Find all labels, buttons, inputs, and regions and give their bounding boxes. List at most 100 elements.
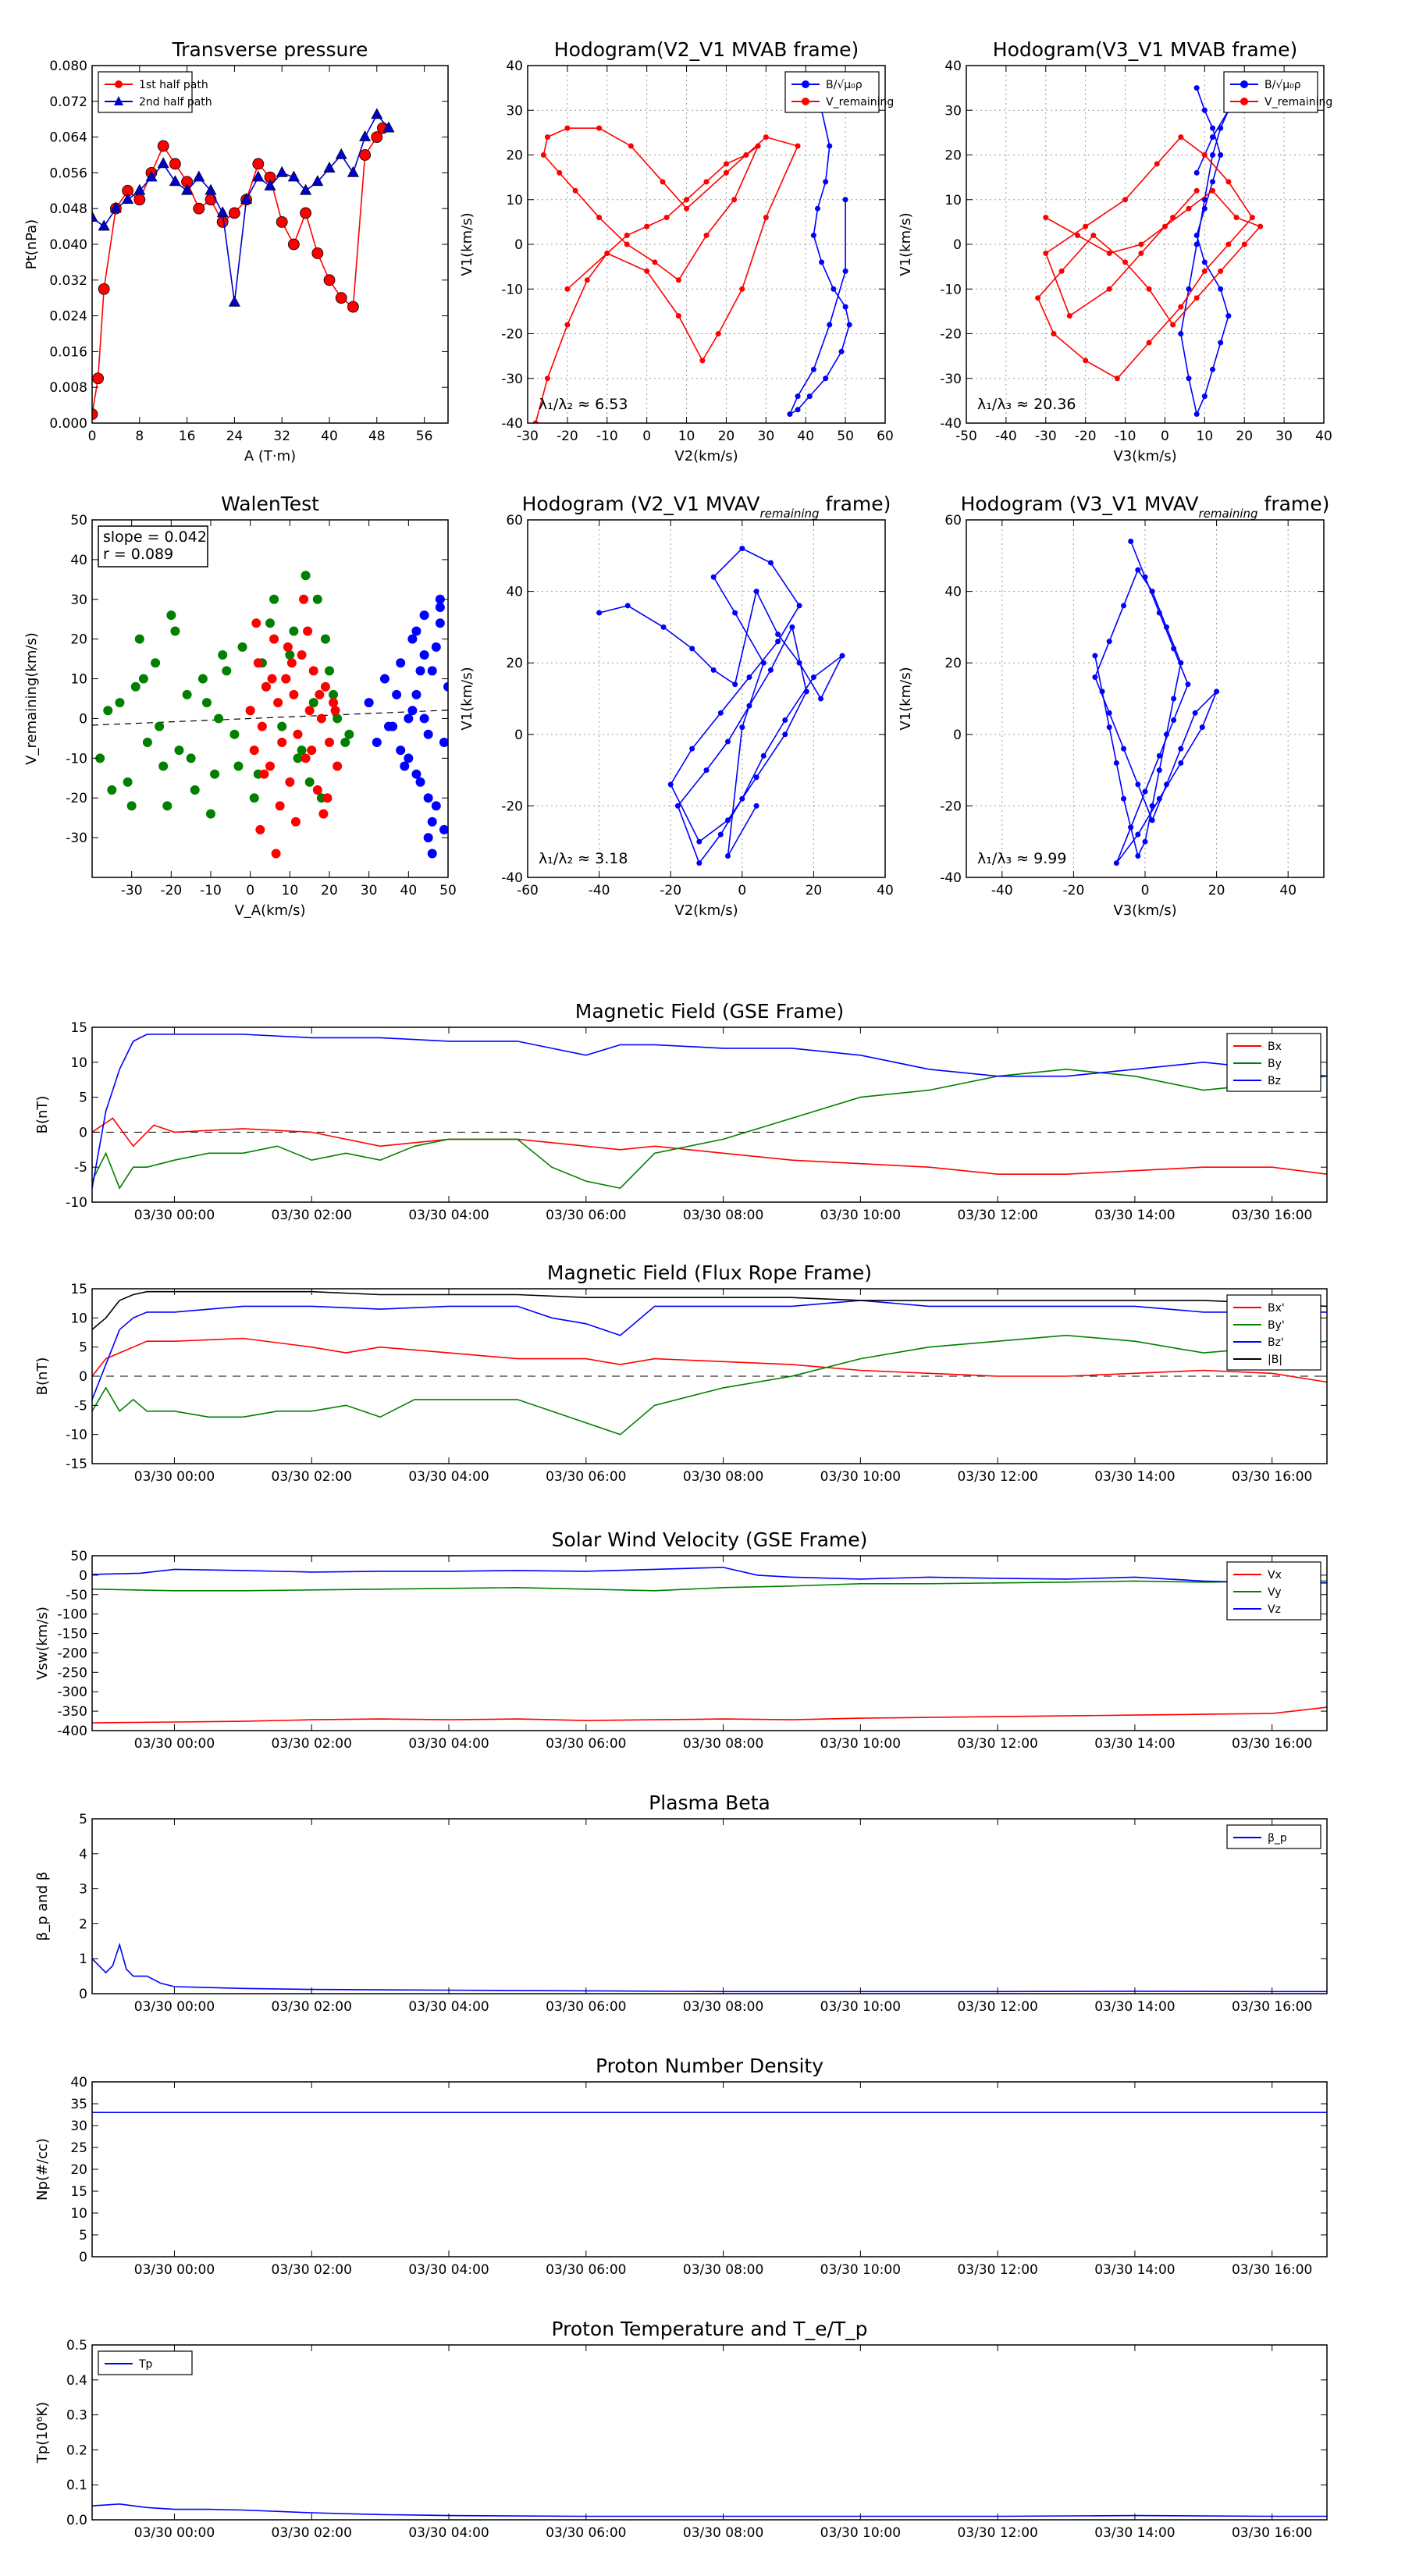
- data-point: [532, 420, 539, 423]
- series-line: [92, 1337, 1327, 1383]
- data-point: [767, 667, 774, 673]
- data-point: [823, 375, 829, 382]
- data-point: [1163, 781, 1169, 788]
- series-v-remaining: [532, 125, 801, 423]
- x-tick-label: 03/30 10:00: [820, 2525, 901, 2541]
- x-tick-label: -20: [557, 429, 578, 444]
- y-tick-label: 20: [506, 656, 523, 671]
- x-axis-label: A (T·m): [244, 448, 296, 464]
- axes-frame: [91, 1555, 1328, 1731]
- eigenvalue-ratio-label: λ₁/λ₂ ≈ 6.53: [539, 396, 628, 413]
- series-line: [92, 1334, 1327, 1436]
- x-tick-label: 03/30 08:00: [683, 1208, 763, 1223]
- data-point: [660, 624, 667, 630]
- data-point: [1128, 824, 1134, 831]
- data-point: [251, 618, 261, 628]
- y-tick-label: -20: [66, 791, 87, 806]
- data-point: [557, 169, 563, 176]
- data-point: [699, 358, 706, 364]
- x-tick-label: 03/30 02:00: [272, 1208, 352, 1223]
- y-tick-label: -40: [940, 870, 962, 886]
- data-point: [249, 793, 259, 803]
- data-point: [304, 777, 315, 787]
- data-point: [411, 769, 422, 779]
- series-tp: [92, 2503, 1327, 2517]
- series-bx: [92, 1117, 1327, 1175]
- data-point: [222, 666, 232, 676]
- data-point: [323, 162, 336, 173]
- data-point: [329, 698, 339, 708]
- data-point: [1201, 259, 1208, 265]
- x-tick-label: 03/30 10:00: [820, 1469, 901, 1485]
- data-point: [269, 634, 279, 644]
- data-point: [1210, 134, 1216, 141]
- series--b-: [92, 1290, 1327, 1330]
- data-point: [155, 721, 165, 731]
- data-point: [660, 179, 666, 185]
- data-point: [166, 610, 176, 621]
- y-axis-label: V_remaining(km/s): [23, 632, 40, 765]
- y-tick-label: 1: [79, 1952, 87, 1967]
- y-tick-label: 0.024: [49, 309, 87, 325]
- y-tick-label: 20: [506, 148, 523, 164]
- data-point: [297, 745, 307, 756]
- y-tick-label: -30: [940, 372, 962, 387]
- y-tick-label: -20: [501, 799, 523, 814]
- x-tick-label: 20: [718, 429, 735, 444]
- data-point: [431, 801, 441, 811]
- data-point: [289, 626, 299, 636]
- data-point: [267, 674, 277, 684]
- data-point: [755, 143, 761, 149]
- fit-line: [91, 710, 449, 726]
- data-point: [190, 785, 200, 795]
- data-point: [427, 666, 437, 676]
- y-tick-label: -250: [57, 1665, 87, 1681]
- data-point: [760, 660, 767, 666]
- x-tick-label: 03/30 10:00: [820, 2262, 901, 2278]
- series-vy: [92, 1580, 1327, 1592]
- data-point: [396, 658, 406, 668]
- data-point: [1178, 760, 1184, 766]
- data-point: [753, 802, 759, 809]
- data-point: [1210, 187, 1216, 194]
- x-tick-label: 03/30 06:00: [546, 1208, 626, 1223]
- data-point: [818, 696, 824, 702]
- series-bz: [92, 1034, 1327, 1189]
- series-line: [788, 83, 851, 416]
- data-point: [276, 165, 288, 177]
- y-tick-label: 10: [70, 1311, 87, 1326]
- data-point: [240, 193, 253, 205]
- x-tick-label: 0: [88, 429, 97, 444]
- data-point: [419, 610, 429, 621]
- data-point: [739, 795, 745, 802]
- data-point: [193, 170, 205, 182]
- data-point: [827, 322, 833, 328]
- data-point: [839, 653, 845, 659]
- data-point: [286, 658, 297, 668]
- data-point: [411, 626, 422, 636]
- data-point: [404, 713, 414, 724]
- x-tick-label: 03/30 02:00: [272, 2525, 352, 2541]
- series-line: [92, 1300, 1327, 1400]
- y-tick-label: 0: [514, 237, 523, 253]
- chart-title: Magnetic Field (Flux Rope Frame): [547, 1261, 872, 1284]
- data-point: [229, 729, 240, 739]
- data-point: [753, 589, 759, 595]
- data-point: [423, 833, 433, 843]
- data-point: [544, 134, 550, 141]
- data-point: [174, 745, 184, 756]
- data-point: [710, 667, 717, 673]
- series-b-: [1178, 85, 1232, 418]
- data-point: [359, 149, 372, 161]
- legend-label: Tp: [138, 2358, 153, 2371]
- legend-label: Vx: [1268, 1569, 1282, 1582]
- data-point: [423, 729, 433, 739]
- legend-marker: [1240, 80, 1248, 88]
- y-tick-label: 0.1: [66, 2478, 87, 2493]
- data-point: [1185, 681, 1191, 688]
- x-tick-label: 03/30 06:00: [546, 2262, 626, 2278]
- y-tick-label: -350: [57, 1704, 87, 1720]
- data-point: [228, 295, 240, 307]
- y-tick-label: 60: [506, 513, 523, 528]
